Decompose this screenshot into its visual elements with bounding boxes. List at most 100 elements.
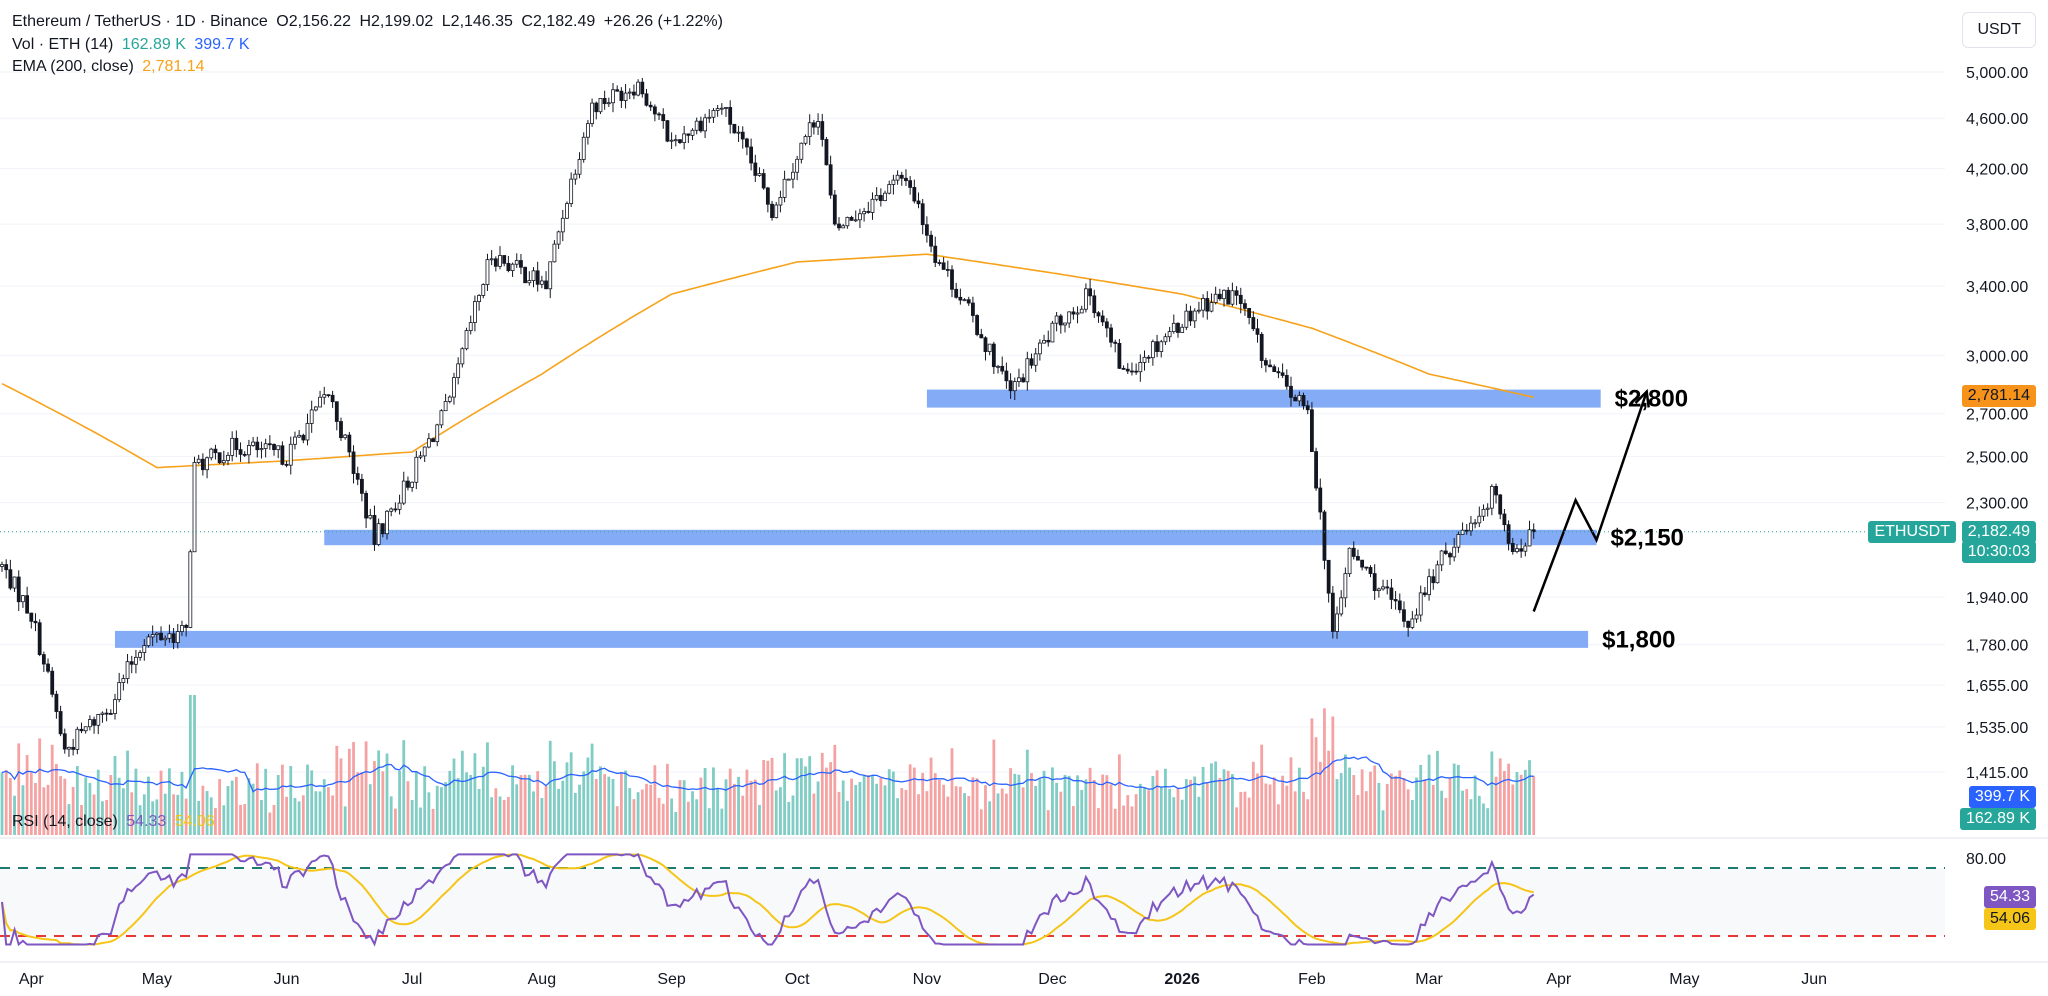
candle-body [627,91,632,94]
volume-bar [1184,779,1188,835]
volume-bar [988,801,992,835]
candle-body [1201,298,1205,311]
volume-bar [519,775,523,835]
volume-bar [1310,718,1314,835]
volume-bar [201,785,205,835]
volume-bar [958,786,962,835]
candle-body [334,401,339,422]
currency-button[interactable]: USDT [1962,12,2036,48]
candle-body [113,699,117,715]
candle-body [619,90,624,101]
candle-body [941,262,946,270]
candle-body [590,102,594,125]
volume-bar [825,767,828,835]
volume-bar [402,740,406,835]
volume-bar [971,777,975,835]
volume-bar [168,768,171,835]
volume-bar [1302,791,1305,835]
volume-bar [322,779,326,835]
candle-body [464,330,469,350]
candle-body [1372,573,1377,592]
volume-bar [1197,796,1201,835]
volume-bar [975,778,979,835]
candle-body [234,437,239,451]
candle-body [1008,380,1013,392]
volume-bar [506,796,510,835]
candle-body [841,225,846,229]
candle-body [983,337,988,353]
ema-value: 2,781.14 [142,58,205,75]
candle-body [1268,364,1272,368]
candle-body [452,377,456,398]
volume-bar [1490,751,1494,835]
candle-body [230,437,235,456]
open-value: O2,156.22 [276,13,352,30]
volume-bar [1352,775,1356,835]
price-tick-label: 1,780.00 [1966,638,2028,655]
candle-body [811,122,816,128]
candle-body [1284,375,1289,387]
zone-rect [324,529,1597,546]
candle-body [740,131,745,140]
volume-bar [444,782,448,835]
candle-body [1527,529,1532,547]
volume-bar [1046,810,1050,835]
candle-body [150,634,155,638]
rsi-upper-label: 80.00 [1966,851,2006,868]
candle-body [1033,353,1038,366]
symbol-title[interactable]: Ethereum / TetherUS · 1D · Binance [12,13,268,30]
candle-body [1297,395,1302,402]
volume-legend[interactable]: Vol · ETH (14) 162.89 K 399.7 K [12,35,253,55]
candle-body [397,502,402,510]
candle-body [1025,358,1030,383]
volume-ma-badge: 399.7 K [1968,786,2036,808]
candle-body [1431,576,1436,584]
candle-body [1176,322,1180,333]
candle-body [1075,312,1080,315]
candle-body [1142,356,1147,363]
candle-body [1469,522,1473,532]
volume-bar [377,750,381,835]
candle-body [297,434,302,438]
volume-bar [247,778,251,835]
volume-bar [1523,769,1527,835]
volume-bar [653,765,657,835]
volume-bar [1172,797,1176,835]
rsi-legend[interactable]: RSI (14, close) 54.33 54.06 [12,812,219,832]
candle-body [67,746,71,750]
volume-bar [50,744,54,835]
projection-arrowhead [1634,388,1650,408]
candle-body [778,196,783,206]
candle-body [527,280,532,284]
candle-body [79,728,84,732]
volume-bar [1331,716,1335,835]
candle-body [728,107,733,125]
volume-bar [385,753,389,835]
candle-body [16,576,21,603]
volume-bar [758,804,761,835]
price-tick-label: 2,500.00 [1966,449,2028,466]
volume-bar [239,804,242,835]
candle-body [305,423,310,441]
volume-bar [892,771,895,835]
candle-body [1368,567,1373,574]
candle-body [682,133,687,143]
candle-body [1481,508,1486,517]
candle-body [824,139,829,166]
volume-bar [1339,773,1343,835]
candle-body [418,455,423,458]
candle-body [267,443,272,446]
volume-bar [147,776,150,835]
volume-bar [1448,777,1452,835]
candle-body [1146,356,1151,359]
candle-body [933,245,938,263]
candle-body [636,81,641,96]
ema-path [1,253,1534,469]
time-tick-label: Aug [528,971,556,988]
volume-bar [1030,773,1033,835]
candle-body [1310,409,1314,452]
volume-bar [954,786,958,835]
ema-legend[interactable]: EMA (200, close) 2,781.14 [12,57,209,77]
volume-bar [523,774,527,835]
